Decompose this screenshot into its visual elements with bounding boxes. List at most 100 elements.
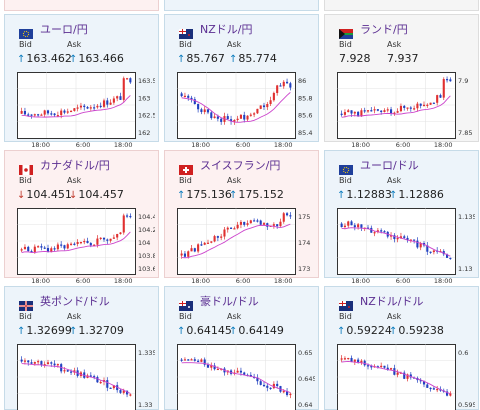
candle	[30, 362, 33, 364]
candle	[436, 388, 439, 391]
chart-container[interactable]: 7.9 7.85 18:00 6:00 18:00	[337, 72, 475, 150]
rate-card-eur-jpy[interactable]: ユーロ/円 Bid Ask ↑163.462 ↑163.466 163.5 163 162.5…	[4, 14, 159, 149]
rate-card-aud-usd[interactable]: 豪ドル/ドル Bid Ask ↑0.64145 ↑0.64149 0.65 0.645 0.6…	[164, 286, 319, 410]
chart-container[interactable]: 163.5 163 162.5 162 18:00 6:00 18:00	[17, 72, 155, 150]
candle	[43, 110, 46, 115]
chart-container[interactable]: 104.4 104.2 104 103.8 103.6 18:00 6:00 18:00	[17, 208, 155, 286]
candle	[282, 81, 285, 87]
rate-card-eur-usd[interactable]: ユーロ/ドル Bid Ask ↑1.12883 ↑1.12886 1.135 1.13 18:…	[324, 150, 479, 285]
candle	[413, 239, 416, 241]
candle	[193, 359, 196, 361]
candle	[289, 215, 292, 217]
candle	[89, 243, 92, 246]
candle	[70, 371, 73, 373]
candle	[126, 215, 129, 217]
candle	[380, 365, 383, 367]
candle	[60, 244, 63, 246]
candle	[183, 95, 186, 98]
moving-average-line	[21, 95, 131, 118]
x-tick-label: 18:00	[31, 277, 50, 285]
currency-pair-label[interactable]: 英ポンド/ドル	[40, 295, 110, 308]
candle	[37, 114, 40, 116]
chart-container[interactable]: 1.135 1.13 18:00 6:00 18:00	[337, 208, 475, 286]
candle	[43, 247, 46, 249]
price-chart: 7.9 7.85 18:00 6:00 18:00	[337, 72, 472, 149]
candle	[213, 365, 216, 370]
candle	[386, 109, 389, 111]
rate-card-chf-jpy[interactable]: スイスフラン/円 Bid Ask ↑175.136 ↑175.152 175 174 173 1…	[164, 150, 319, 285]
rate-card-zar-jpy[interactable]: ランド/円 Bid Ask 7.928 7.937 7.9 7.85 18:00 6:00 18:…	[324, 14, 479, 149]
y-tick-label: 0.6	[458, 349, 468, 357]
bid-value: ↑0.59224	[337, 324, 392, 337]
flag-ca-icon	[19, 160, 33, 175]
currency-pair-label[interactable]: NZドル/円	[200, 23, 253, 36]
candle	[96, 377, 99, 383]
y-tick-label: 103.6	[138, 265, 155, 273]
x-tick-label: 18:00	[274, 141, 293, 149]
chart-container[interactable]: 0.6 0.595	[337, 344, 475, 410]
previous-card-bottom	[324, 0, 479, 11]
currency-pair-label[interactable]: 豪ドル/ドル	[200, 295, 259, 308]
rate-card-gbp-usd[interactable]: 英ポンド/ドル Bid Ask ↑1.32699 ↑1.32709 1.335 1.33	[4, 286, 159, 410]
candle	[429, 251, 432, 253]
currency-pair-label[interactable]: ユーロ/ドル	[360, 159, 419, 172]
arrow-up-icon: ↑	[177, 54, 186, 65]
rate-card-nzd-usd[interactable]: NZドル/ドル Bid Ask ↑0.59224 ↑0.59238 0.6 0.595	[324, 286, 479, 410]
candle	[289, 83, 292, 88]
candle	[422, 104, 426, 106]
currency-pair-label[interactable]: NZドル/ドル	[360, 295, 424, 308]
candle	[93, 244, 96, 246]
y-tick-label: 1.135	[458, 213, 475, 221]
candle	[282, 213, 285, 222]
x-tick-label: 6:00	[76, 277, 91, 285]
currency-pair-label[interactable]: ランド/円	[360, 23, 408, 36]
candle	[370, 366, 373, 368]
currency-pair-label[interactable]: ユーロ/円	[40, 23, 88, 36]
x-tick-label: 18:00	[434, 277, 453, 285]
candle	[56, 244, 59, 250]
candle	[370, 110, 373, 112]
candle	[27, 360, 30, 363]
rate-card-cad-jpy[interactable]: カナダドル/円 Bid Ask ↓104.451 ↓104.457 104.4 104.2 1…	[4, 150, 159, 285]
flag-au-icon	[179, 296, 193, 311]
candle	[262, 384, 266, 387]
currency-pair-label[interactable]: スイスフラン/円	[200, 159, 281, 172]
arrow-up-icon: ↑	[229, 54, 238, 65]
ask-label: Ask	[227, 40, 242, 49]
candle	[122, 390, 125, 393]
ask-value: ↑1.32709	[69, 324, 124, 337]
candle	[122, 78, 125, 100]
currency-pair-label[interactable]: カナダドル/円	[40, 159, 110, 172]
price-chart: 163.5 163 162.5 162 18:00 6:00 18:00	[17, 72, 155, 149]
candle	[106, 100, 109, 105]
candle	[126, 78, 129, 80]
candle	[89, 375, 92, 377]
candle	[390, 109, 393, 114]
candle	[200, 359, 203, 362]
candle	[406, 237, 409, 240]
rate-card-nzd-jpy[interactable]: NZドル/円 Bid Ask ↑85.767 ↑85.774 86 85.8 85.6 85.4…	[164, 14, 319, 149]
y-tick-label: 104.4	[138, 213, 155, 221]
candle	[50, 248, 53, 252]
ask-label: Ask	[67, 176, 82, 185]
x-tick-label: 18:00	[191, 277, 210, 285]
y-tick-label: 85.6	[298, 112, 312, 120]
candle	[409, 374, 412, 378]
candle	[46, 362, 50, 365]
chart-container[interactable]: 0.65 0.645 0.64	[177, 344, 315, 410]
chart-container[interactable]: 86 85.8 85.6 85.4 18:00 6:00 18:00	[177, 72, 315, 150]
chart-container[interactable]: 1.335 1.33	[17, 344, 155, 410]
candle	[403, 236, 406, 238]
chart-container[interactable]: 175 174 173 18:00 6:00 18:00	[177, 208, 315, 286]
x-tick-label: 6:00	[236, 141, 251, 149]
ask-label: Ask	[387, 312, 402, 321]
candle	[383, 365, 386, 368]
candle	[53, 363, 56, 366]
candle	[276, 85, 279, 93]
bid-value-text: 7.928	[339, 52, 371, 65]
candle	[376, 109, 379, 111]
candle	[96, 238, 99, 245]
y-tick-label: 7.9	[458, 77, 468, 85]
candle	[343, 225, 346, 228]
candle	[386, 367, 389, 370]
